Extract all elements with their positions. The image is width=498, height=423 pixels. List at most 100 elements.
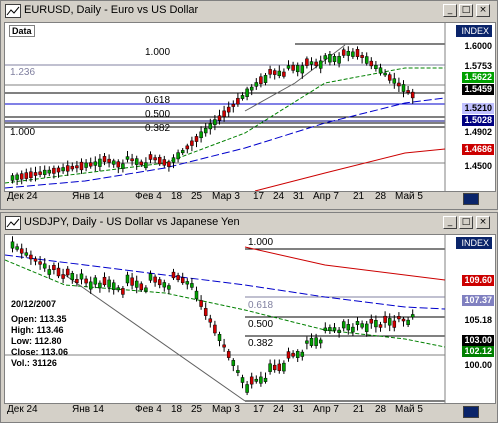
chart-settings-icon[interactable] [463, 193, 479, 205]
price-tag-current: 1.5459 [462, 84, 494, 95]
usdjpy-chart-area[interactable]: INDEX 1.000 0.618 0.500 0.382 20/12/2007… [4, 234, 496, 404]
candle-body [199, 131, 203, 139]
candle-body [309, 61, 314, 65]
candle-body [61, 167, 65, 172]
candle-body [213, 324, 217, 334]
candle-body [130, 277, 134, 286]
candle-body [157, 156, 162, 165]
fib-label-0618: 0.618 [145, 95, 171, 106]
candle-body [240, 95, 245, 99]
candle-body [226, 351, 231, 358]
candle-body [383, 72, 387, 76]
candle-body [341, 321, 346, 329]
price-tag-navy: 1.5028 [462, 115, 494, 126]
candle-body [10, 241, 15, 249]
date-label: 18 [171, 404, 183, 415]
candle-body [162, 282, 167, 288]
candle-body [65, 268, 70, 276]
candle-body [231, 360, 236, 366]
window-title: USDJPY, Daily - US Dollar vs Japanese Ye… [24, 216, 240, 228]
index-button[interactable]: INDEX [456, 25, 492, 37]
candle-body [397, 82, 401, 87]
candle-body [346, 51, 351, 56]
eurusd-titlebar[interactable]: EURUSD, Daily - Euro vs US Dollar _ □ × [2, 2, 496, 19]
price-axis-label: 1.4500 [464, 161, 492, 171]
eurusd-chart-area[interactable]: Data INDEX 1.000 1.236 0.618 0.500 0.382… [4, 22, 496, 192]
usdjpy-price-chart[interactable] [5, 235, 495, 403]
price-tag-current: 103.00 [462, 335, 494, 346]
candle-body [52, 265, 56, 270]
candle-body [337, 56, 341, 64]
candle-body [144, 287, 148, 292]
fib-label-0500: 0.500 [145, 109, 171, 120]
date-label: Янв 14 [72, 191, 104, 202]
index-button[interactable]: INDEX [456, 237, 492, 249]
ohlc-volume: Vol.: 31126 [11, 358, 57, 368]
date-label: 25 [191, 404, 203, 415]
close-button[interactable]: × [476, 4, 490, 17]
candle-body [93, 277, 98, 285]
candle-body [277, 363, 282, 371]
moving-average-line [64, 274, 246, 402]
date-label: 17 [253, 191, 265, 202]
close-button[interactable]: × [476, 216, 490, 229]
candle-body [282, 362, 286, 372]
ohlc-date: 20/12/2007 [11, 299, 57, 309]
fib-label-1236: 1.236 [10, 67, 36, 78]
candle-body [410, 314, 415, 318]
moving-average-line [5, 254, 446, 310]
price-tag-red: 109.60 [462, 275, 494, 286]
candle-body [56, 267, 61, 277]
candle-body [125, 156, 130, 160]
candle-body [111, 160, 116, 165]
usdjpy-titlebar[interactable]: USDJPY, Daily - US Dollar vs Japanese Ye… [2, 214, 496, 231]
candle-body [286, 351, 291, 359]
candle-body [332, 327, 337, 331]
eurusd-price-chart[interactable] [5, 23, 495, 191]
candle-body [65, 165, 70, 172]
price-axis-label: 1.6000 [464, 41, 492, 51]
candle-body [42, 263, 47, 269]
candle-body [346, 324, 351, 331]
minimize-button[interactable]: _ [443, 216, 457, 229]
candle-body [185, 145, 190, 150]
candle-body [406, 90, 410, 93]
candle-body [314, 337, 318, 346]
candle-body [282, 71, 286, 77]
usdjpy-date-axis: Дек 24 Янв 14 Фев 4 18 25 Мар 3 17 24 31… [5, 404, 445, 417]
candle-body [318, 60, 323, 69]
window-title: EURUSD, Daily - Euro vs US Dollar [24, 4, 199, 16]
date-label: Мар 3 [212, 404, 240, 415]
candle-body [369, 60, 374, 67]
candle-body [148, 273, 153, 281]
candle-body [406, 319, 410, 325]
candle-body [125, 274, 130, 284]
candle-body [203, 308, 208, 316]
fib-label-1000: 1.000 [248, 237, 274, 248]
price-tag-green: 1.5622 [462, 72, 494, 83]
candle-body [236, 370, 240, 373]
candle-body [98, 282, 102, 289]
candle-body [171, 271, 176, 279]
candle-body [259, 376, 263, 384]
candle-body [360, 323, 364, 328]
candle-body [171, 157, 176, 163]
maximize-button[interactable]: □ [459, 4, 473, 17]
candle-body [263, 377, 268, 382]
candle-body [98, 158, 102, 167]
moving-average-line [5, 259, 446, 348]
date-label: Фев 4 [135, 404, 162, 415]
candle-body [47, 169, 52, 174]
chart-settings-icon[interactable] [463, 406, 479, 418]
minimize-button[interactable]: _ [443, 4, 457, 17]
candle-body [401, 318, 406, 322]
ohlc-high: High: 113.46 [11, 325, 64, 335]
maximize-button[interactable]: □ [459, 216, 473, 229]
candle-body [245, 88, 249, 97]
candle-body [102, 276, 107, 286]
date-label: Мар 3 [212, 191, 240, 202]
candle-body [70, 165, 75, 170]
candle-body [383, 315, 387, 323]
candle-body [392, 78, 397, 84]
ohlc-info-panel: 20/12/2007 Open: 113.35 High: 113.46 Low… [11, 299, 68, 369]
